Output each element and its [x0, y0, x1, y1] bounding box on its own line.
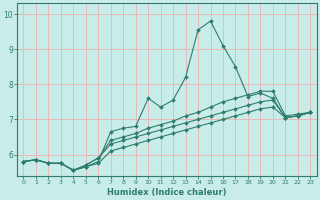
- X-axis label: Humidex (Indice chaleur): Humidex (Indice chaleur): [107, 188, 227, 197]
